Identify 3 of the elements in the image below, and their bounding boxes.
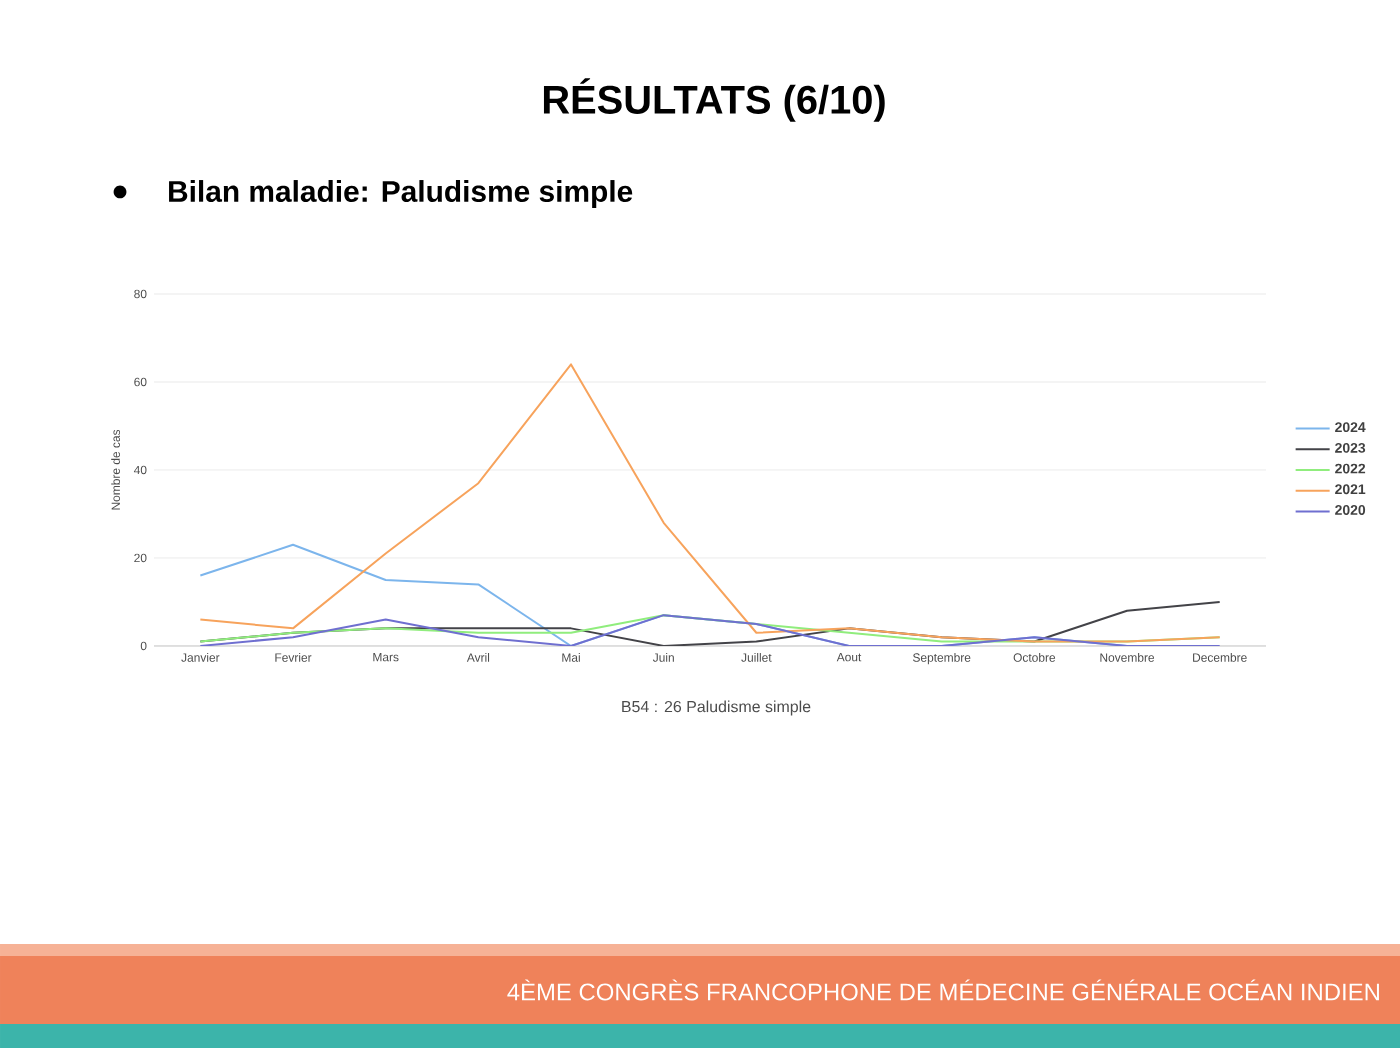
chart-title: RÉSULTATS (6/10) <box>543 78 885 122</box>
text: 4ÈME CONGRÈS FRANCOPHONE DE MÉDECINE GÉNÉRALE OCÉAN INDIEN <box>507 979 1379 1001</box>
chart-subtitle: Bilan maladie: Paludisme simple <box>169 180 633 208</box>
